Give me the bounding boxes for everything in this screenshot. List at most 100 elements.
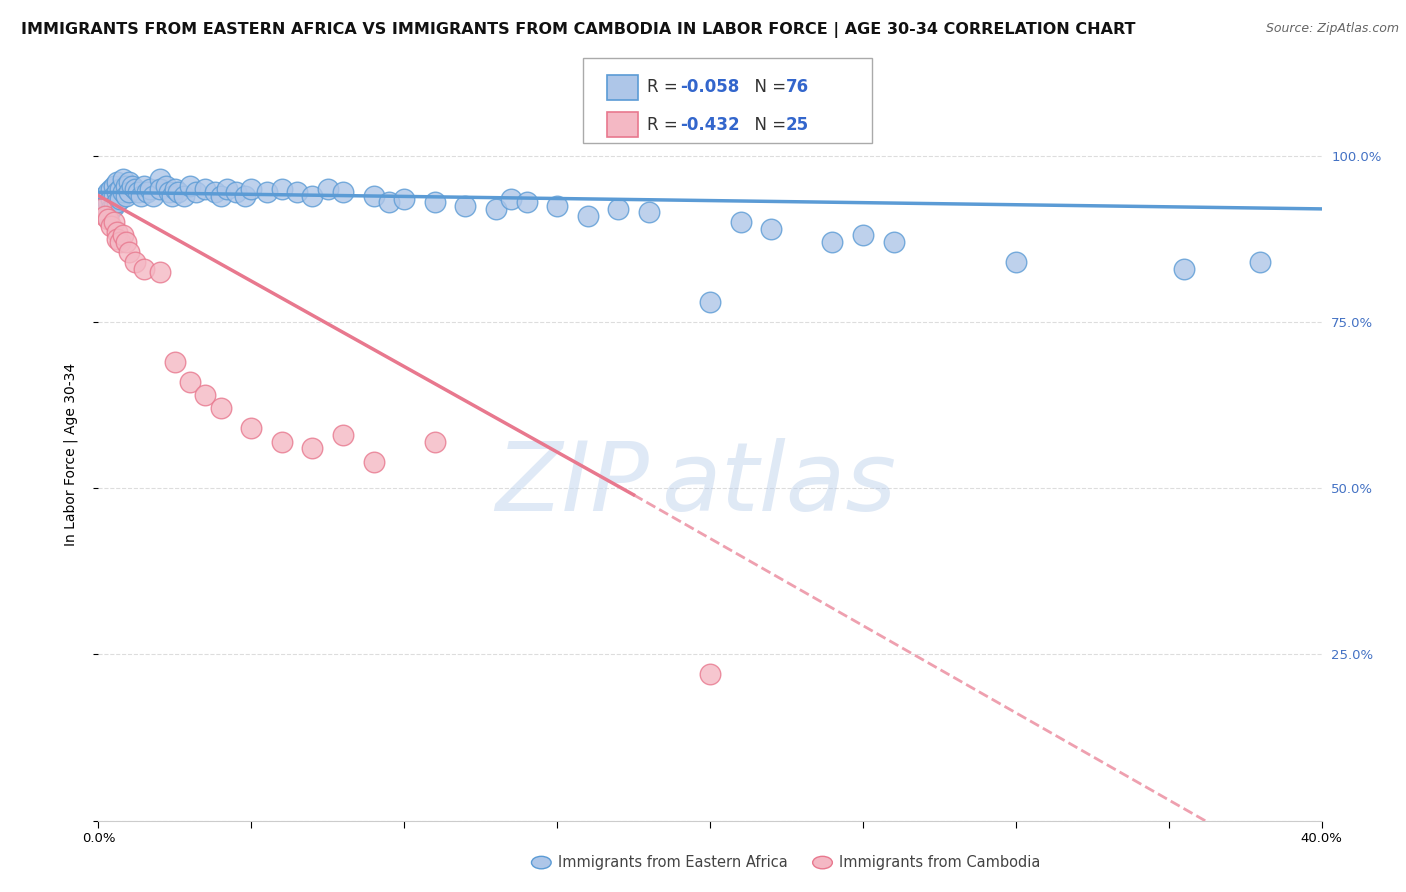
- Point: [167, 186, 190, 200]
- Point: [363, 454, 385, 468]
- Point: [301, 188, 323, 202]
- Text: 76: 76: [786, 78, 808, 96]
- Point: [124, 182, 146, 196]
- Text: R =: R =: [647, 78, 683, 96]
- Point: [124, 255, 146, 269]
- Point: [108, 235, 131, 249]
- Point: [118, 186, 141, 200]
- Point: [149, 182, 172, 196]
- Point: [233, 188, 256, 202]
- Point: [97, 195, 120, 210]
- Point: [127, 186, 149, 200]
- Point: [699, 295, 721, 310]
- Point: [134, 178, 156, 193]
- Point: [97, 209, 120, 223]
- Text: N =: N =: [744, 78, 792, 96]
- Point: [155, 178, 177, 193]
- Point: [173, 188, 195, 202]
- Point: [209, 401, 232, 416]
- Point: [423, 195, 446, 210]
- Point: [883, 235, 905, 249]
- Point: [423, 434, 446, 449]
- Point: [730, 215, 752, 229]
- Point: [179, 178, 201, 193]
- Point: [103, 198, 125, 212]
- Point: [111, 172, 134, 186]
- Point: [105, 186, 128, 200]
- Text: Source: ZipAtlas.com: Source: ZipAtlas.com: [1265, 22, 1399, 36]
- Point: [270, 182, 292, 196]
- Point: [316, 182, 339, 196]
- Point: [215, 182, 238, 196]
- Text: R =: R =: [647, 116, 683, 134]
- Point: [194, 388, 217, 402]
- Point: [852, 228, 875, 243]
- Text: -0.432: -0.432: [681, 116, 740, 134]
- Point: [93, 209, 115, 223]
- Y-axis label: In Labor Force | Age 30-34: In Labor Force | Age 30-34: [63, 363, 77, 547]
- Text: ZIP: ZIP: [495, 438, 648, 531]
- Text: IMMIGRANTS FROM EASTERN AFRICA VS IMMIGRANTS FROM CAMBODIA IN LABOR FORCE | AGE : IMMIGRANTS FROM EASTERN AFRICA VS IMMIGR…: [21, 22, 1136, 38]
- Text: -0.058: -0.058: [681, 78, 740, 96]
- Point: [576, 209, 599, 223]
- Point: [115, 235, 138, 249]
- Point: [163, 182, 186, 196]
- Point: [332, 428, 354, 442]
- Point: [378, 195, 401, 210]
- Point: [363, 188, 385, 202]
- Point: [93, 198, 115, 212]
- Point: [100, 202, 122, 216]
- Point: [136, 186, 159, 200]
- Point: [115, 188, 138, 202]
- Point: [103, 178, 125, 193]
- Point: [100, 182, 122, 196]
- Point: [204, 186, 226, 200]
- Point: [100, 192, 122, 206]
- Point: [699, 667, 721, 681]
- Point: [97, 186, 120, 200]
- Point: [1173, 261, 1195, 276]
- Point: [454, 198, 477, 212]
- Point: [240, 421, 263, 435]
- Point: [392, 192, 416, 206]
- Point: [759, 222, 782, 236]
- Point: [179, 375, 201, 389]
- Point: [149, 172, 172, 186]
- Point: [105, 195, 128, 210]
- Point: [821, 235, 844, 249]
- Point: [256, 186, 278, 200]
- Point: [118, 245, 141, 260]
- Text: Immigrants from Eastern Africa: Immigrants from Eastern Africa: [558, 855, 787, 870]
- Point: [160, 188, 183, 202]
- Text: atlas: atlas: [661, 438, 896, 531]
- Point: [93, 188, 115, 202]
- Point: [139, 182, 162, 196]
- Point: [501, 192, 523, 206]
- Point: [1004, 255, 1026, 269]
- Point: [100, 219, 122, 233]
- Point: [332, 186, 354, 200]
- Point: [485, 202, 508, 216]
- Point: [90, 202, 112, 216]
- Point: [186, 186, 208, 200]
- Point: [607, 202, 630, 216]
- Point: [301, 442, 323, 456]
- Point: [115, 178, 138, 193]
- Point: [105, 225, 128, 239]
- Point: [108, 192, 131, 206]
- Point: [546, 198, 568, 212]
- Point: [121, 178, 143, 193]
- Point: [270, 434, 292, 449]
- Point: [111, 186, 134, 200]
- Point: [194, 182, 217, 196]
- Point: [90, 192, 112, 206]
- Point: [103, 188, 125, 202]
- Point: [157, 186, 180, 200]
- Point: [129, 188, 152, 202]
- Point: [103, 215, 125, 229]
- Point: [637, 205, 661, 219]
- Point: [142, 188, 165, 202]
- Point: [108, 182, 131, 196]
- Point: [97, 211, 120, 226]
- Point: [285, 186, 308, 200]
